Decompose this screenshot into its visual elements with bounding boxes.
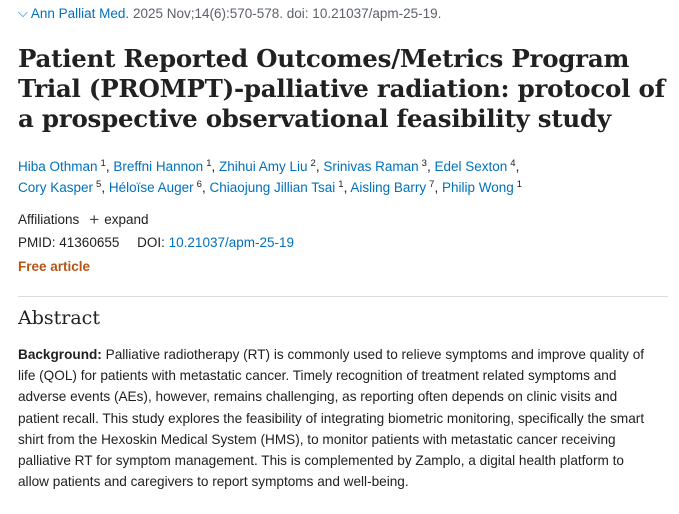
author-separator: , [105, 159, 114, 174]
affiliation-ref[interactable]: 5 [96, 179, 102, 190]
author-name: Chiaojung Jillian Tsai [209, 180, 336, 195]
affiliation-ref[interactable]: 3 [421, 158, 427, 169]
abstract-heading: Abstract [18, 307, 100, 329]
affiliation-ref[interactable]: 2 [310, 158, 316, 169]
author-separator: , [101, 180, 109, 195]
free-article-badge: Free article [18, 259, 91, 274]
author-link[interactable]: Cory Kasper [18, 180, 93, 195]
doi-link[interactable]: 10.21037/apm-25-19 [168, 235, 294, 250]
plus-icon: + [89, 210, 100, 229]
section-divider [18, 296, 668, 297]
doi-label: DOI: [137, 235, 165, 250]
author-name: Srinivas Raman [323, 159, 419, 174]
author-link[interactable]: Aisling Barry [350, 180, 426, 195]
author-separator: , [315, 159, 324, 174]
affiliation-ref[interactable]: 7 [429, 179, 435, 190]
affiliations-label: Affiliations [18, 212, 80, 227]
author-separator: , [201, 180, 210, 195]
background-label: Background: [18, 347, 102, 362]
affiliations-row: Affiliations + expand [18, 211, 149, 228]
affiliation-ref[interactable]: 6 [196, 179, 202, 190]
identifiers-row: PMID: 41360655 DOI: 10.21037/apm-25-19 [18, 235, 294, 250]
affiliation-ref[interactable]: 1 [100, 158, 106, 169]
citation-details: 2025 Nov;14(6):570-578. doi: 10.21037/ap… [132, 6, 442, 21]
author-link[interactable]: Edel Sexton [434, 159, 507, 174]
author-list: Hiba Othman 1, Breffni Hannon 1, Zhihui Am… [18, 156, 668, 198]
author-name: Philip Wong [441, 180, 514, 195]
affiliation-ref[interactable]: 1 [206, 158, 212, 169]
affiliation-ref[interactable]: 1 [516, 179, 523, 190]
author-separator: , [211, 159, 219, 174]
author-name: Aisling Barry [350, 180, 427, 195]
doi-group: DOI: 10.21037/apm-25-19 [137, 235, 294, 250]
author-link[interactable]: Héloïse Auger [109, 180, 194, 195]
background-text: Palliative radiotherapy (RT) is commonly… [18, 347, 645, 490]
author-separator: , [343, 180, 351, 195]
article-title: Patient Reported Outcomes/Metrics Progra… [18, 44, 665, 133]
author-separator: , [434, 180, 442, 195]
author-name: Cory Kasper [18, 180, 94, 195]
author-name: Edel Sexton [434, 159, 508, 174]
chevron-down-icon: ⌵ [18, 5, 28, 20]
journal-name: Ann Palliat Med. [30, 6, 130, 21]
pmid-value: 41360655 [59, 235, 120, 250]
author-link[interactable]: Breffni Hannon [113, 159, 203, 174]
author-name: Zhihui Amy Liu [219, 159, 308, 174]
author-separator: , [515, 159, 520, 174]
author-link[interactable]: Philip Wong [442, 180, 514, 195]
expand-label: expand [104, 212, 149, 227]
author-link[interactable]: Chiaojung Jillian Tsai [209, 180, 335, 195]
author-separator: , [426, 159, 435, 174]
affiliations-expand-button[interactable]: + expand [89, 211, 148, 228]
author-name: Hiba Othman [18, 159, 98, 174]
author-link[interactable]: Srinivas Raman [323, 159, 418, 174]
abstract-background: Background: Palliative radiotherapy (RT)… [18, 344, 658, 492]
pmid-label: PMID: [18, 235, 56, 250]
journal-citation: ⌵ Ann Palliat Med. 2025 Nov;14(6):570-578… [18, 5, 442, 22]
affiliation-ref[interactable]: 1 [338, 179, 344, 190]
affiliation-ref[interactable]: 4 [510, 158, 516, 169]
author-link[interactable]: Zhihui Amy Liu [219, 159, 308, 174]
journal-link[interactable]: ⌵ Ann Palliat Med. [18, 5, 133, 21]
author-link[interactable]: Hiba Othman [18, 159, 98, 174]
author-name: Breffni Hannon [113, 159, 204, 174]
author-name: Héloïse Auger [108, 180, 194, 195]
